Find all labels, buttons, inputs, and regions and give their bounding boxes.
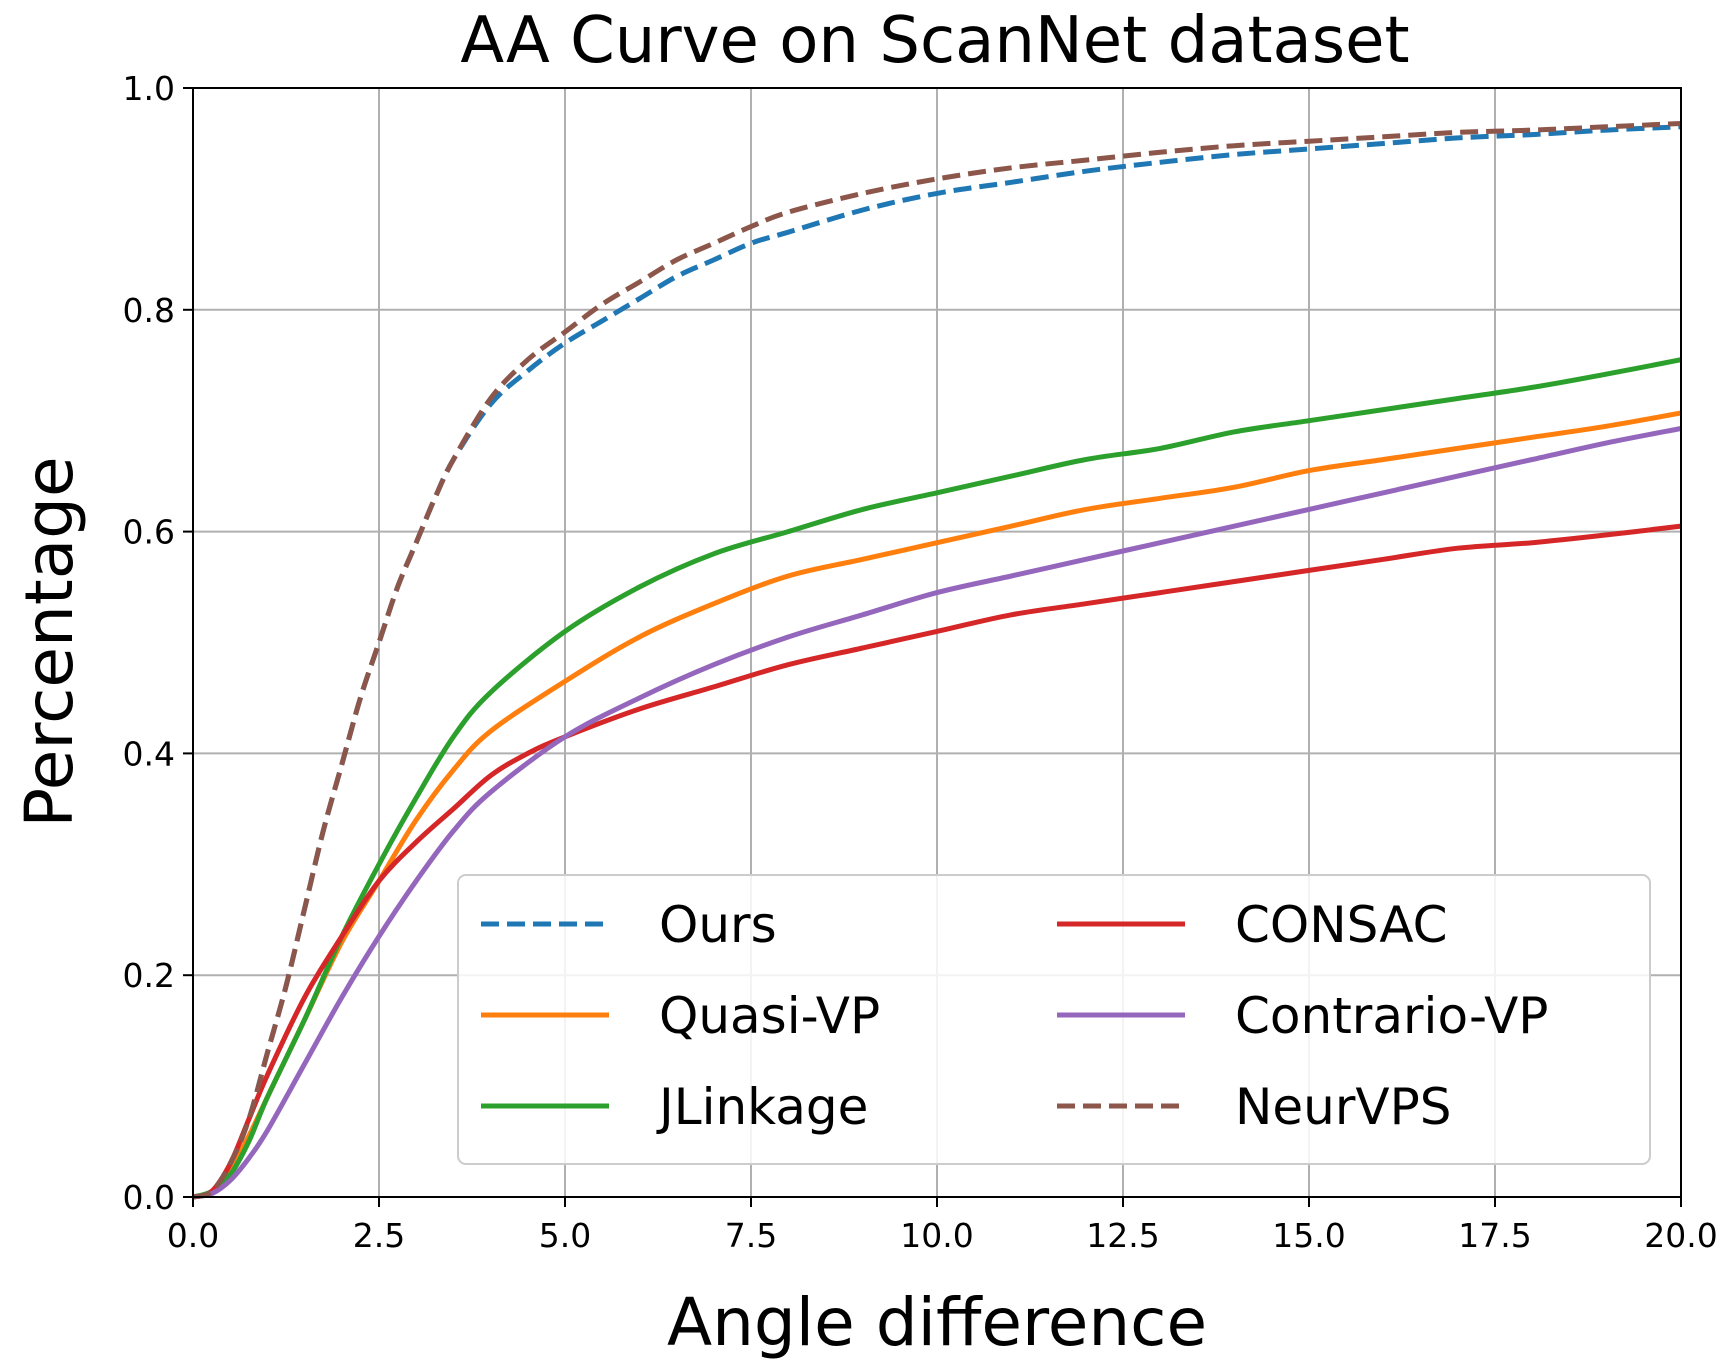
y-tick-label: 0.2: [123, 956, 175, 995]
x-tick-label: 10.0: [900, 1216, 973, 1255]
series-line-neurvps: [192, 121, 1682, 1200]
series-line-jlinkage: [192, 357, 1682, 1200]
x-tick-label: 2.5: [353, 1216, 405, 1255]
legend-label-neurvps: NeurVPS: [1235, 1078, 1452, 1136]
y-tick-label: 0.0: [123, 1178, 175, 1217]
x-tick-label: 7.5: [725, 1216, 777, 1255]
x-tick-label: 5.0: [539, 1216, 591, 1255]
x-tick-label: 0.0: [167, 1216, 219, 1255]
legend: Ours Quasi-VP JLinkage CONSAC Contrario-VP Ne…: [457, 874, 1651, 1165]
chart-title: AA Curve on ScanNet dataset: [460, 4, 1409, 78]
legend-label-ours: Ours: [659, 896, 777, 954]
legend-label-quasi-vp: Quasi-VP: [659, 987, 880, 1045]
y-tick-label: 1.0: [123, 69, 175, 108]
y-tick-label: 0.8: [123, 291, 175, 330]
legend-label-jlinkage: JLinkage: [656, 1078, 868, 1136]
legend-label-consac: CONSAC: [1235, 896, 1448, 954]
series-lines: [192, 121, 1682, 1200]
x-tick-label: 15.0: [1272, 1216, 1345, 1255]
legend-box: [457, 874, 1651, 1165]
legend-label-contrario-vp: Contrario-VP: [1235, 987, 1548, 1045]
x-tick-label: 20.0: [1644, 1216, 1717, 1255]
x-tick-label: 17.5: [1458, 1216, 1531, 1255]
y-tick-label: 0.6: [123, 513, 175, 552]
x-tick-label: 12.5: [1086, 1216, 1159, 1255]
series-line-consac: [192, 523, 1682, 1200]
axis-ticks: 0.0 2.5 5.0 7.5 10.0 12.5 15.0 17.5 20.0 0.0 0.2 0.…: [123, 69, 1718, 1255]
y-axis-title: Percentage: [11, 456, 88, 827]
y-tick-label: 0.4: [123, 734, 175, 773]
x-axis-title: Angle difference: [667, 1284, 1207, 1361]
series-line-contrario-vp: [192, 426, 1682, 1200]
